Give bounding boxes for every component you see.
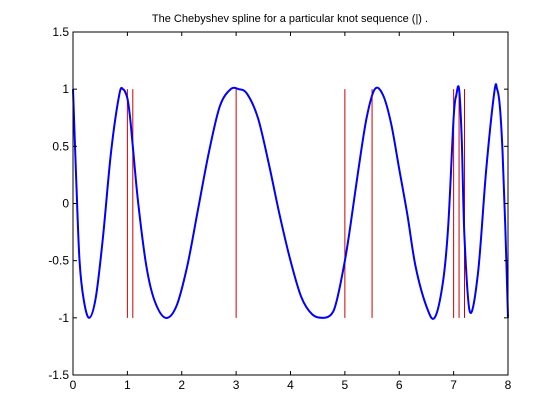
y-tick-label: -1.5 xyxy=(48,368,69,382)
x-axis: 0 1 2 3 4 5 6 7 8 xyxy=(70,32,512,392)
y-tick-label: 0 xyxy=(62,197,69,211)
y-axis: -1.5 -1 -0.5 0 0.5 1 1.5 xyxy=(48,25,508,382)
x-tick-label: 7 xyxy=(450,378,457,392)
x-tick-label: 3 xyxy=(233,378,240,392)
y-tick-label: -1 xyxy=(58,311,69,325)
x-tick-label: 5 xyxy=(342,378,349,392)
y-tick-label: 0.5 xyxy=(52,139,69,153)
x-tick-label: 2 xyxy=(178,378,185,392)
x-tick-label: 6 xyxy=(396,378,403,392)
x-tick-label: 8 xyxy=(505,378,512,392)
x-tick-label: 1 xyxy=(124,378,131,392)
y-tick-label: 1 xyxy=(62,82,69,96)
y-tick-label: -0.5 xyxy=(48,254,69,268)
spline-series xyxy=(72,83,509,320)
x-tick-label: 0 xyxy=(70,378,77,392)
x-tick-label: 4 xyxy=(287,378,294,392)
chart-title: The Chebyshev spline for a particular kn… xyxy=(152,13,428,25)
y-tick-label: 1.5 xyxy=(52,25,69,39)
spline-line xyxy=(72,83,509,320)
